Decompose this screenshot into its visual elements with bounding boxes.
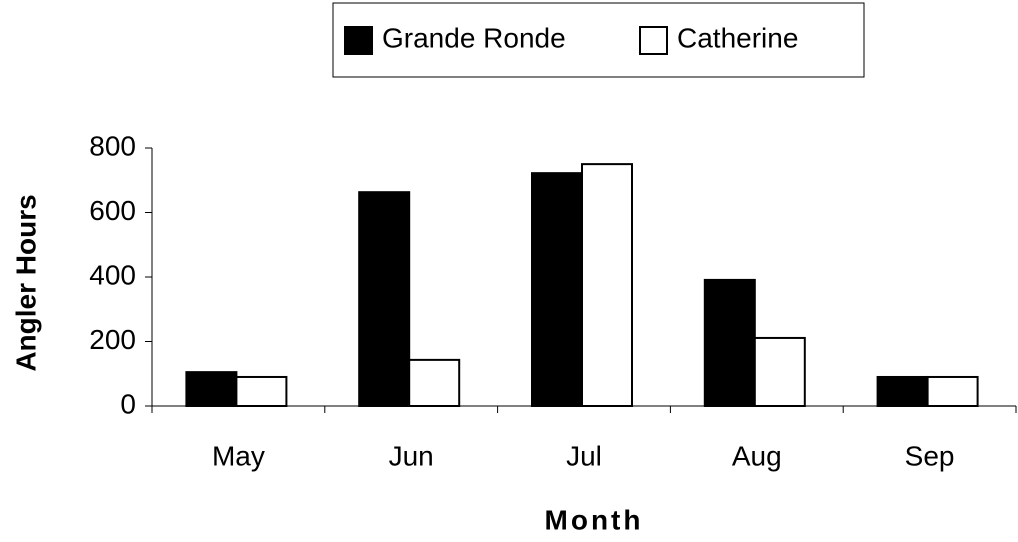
x-tick-label: Jun xyxy=(389,440,434,471)
bar xyxy=(926,375,979,408)
bar xyxy=(876,375,929,408)
x-tick-label: Jul xyxy=(566,440,602,471)
bar xyxy=(408,358,461,408)
bar xyxy=(235,375,288,408)
bar xyxy=(753,336,806,408)
y-tick-label: 600 xyxy=(89,195,136,226)
bar xyxy=(358,191,411,407)
bar xyxy=(531,172,583,407)
x-tick-label: Aug xyxy=(732,440,782,471)
legend-swatch xyxy=(344,26,373,55)
bar xyxy=(581,163,633,407)
x-tick-label: Sep xyxy=(905,440,955,471)
x-axis-label: Month xyxy=(545,504,644,535)
legend-box xyxy=(332,2,865,78)
y-tick-label: 800 xyxy=(89,130,136,161)
y-tick-label: 400 xyxy=(89,259,136,290)
y-axis-label: Angler Hours xyxy=(10,194,41,371)
bar xyxy=(185,371,238,408)
bar xyxy=(703,278,756,407)
legend-swatch xyxy=(639,26,668,55)
y-tick-label: 200 xyxy=(89,324,136,355)
legend-label: Grande Ronde xyxy=(382,22,566,53)
x-tick-label: May xyxy=(212,440,265,471)
y-tick-label: 0 xyxy=(120,388,136,419)
legend-label: Catherine xyxy=(677,22,798,53)
